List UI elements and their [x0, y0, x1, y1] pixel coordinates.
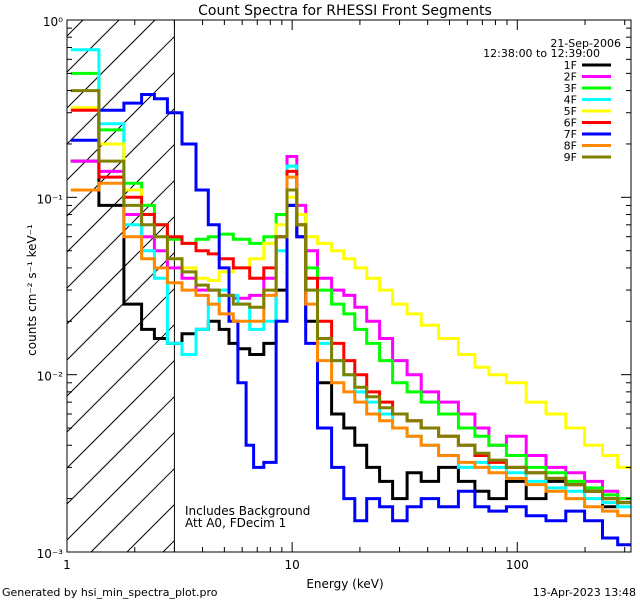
legend-label-2F: 2F [564, 71, 577, 84]
y-tick-label: 10⁻¹ [37, 192, 64, 206]
plot-frame [66, 19, 632, 553]
legend-label-7F: 7F [564, 128, 577, 141]
x-axis-label: Energy (keV) [306, 577, 383, 591]
y-tick-label: 10⁻³ [37, 547, 64, 561]
series-lines [70, 48, 631, 547]
legend-label-8F: 8F [564, 140, 577, 153]
annotation-attenuator: Att A0, FDecim 1 [185, 516, 286, 530]
legend-label-1F: 1F [564, 59, 577, 72]
chart-title: Count Spectra for RHESSI Front Segments [198, 3, 492, 19]
y-axis-label: counts cm⁻² s⁻¹ keV⁻¹ [25, 224, 39, 356]
hatch-line [66, 180, 175, 289]
hatch-line [66, 36, 175, 145]
axis-ticks: 1 10 100 10⁰ 10⁻¹ 10⁻² 10⁻³ [37, 15, 631, 572]
legend-label-6F: 6F [564, 117, 577, 130]
hatch-line [66, 19, 84, 37]
series-line-5F [70, 106, 631, 469]
hatch-line [126, 504, 175, 553]
hatch-line [66, 72, 175, 181]
hatch-line [162, 540, 175, 553]
series-line-6F [70, 108, 631, 505]
series-line-3F [70, 71, 631, 501]
hatch-line [66, 324, 175, 433]
x-tick-label: 100 [506, 558, 529, 572]
footer-generated-by: Generated by hsi_min_spectra_plot.pro [2, 586, 218, 599]
hatch-line [66, 252, 175, 361]
series-line-1F [70, 159, 631, 509]
date-label: 21-Sep-2006 [550, 37, 621, 50]
y-tick-label: 10⁻² [37, 370, 64, 384]
legend-label-3F: 3F [564, 82, 577, 95]
legend-label-9F: 9F [564, 151, 577, 164]
x-tick-label: 1 [63, 558, 71, 572]
hatch-line [66, 360, 175, 469]
hatch-line [90, 468, 175, 553]
series-line-8F [70, 175, 631, 518]
time-range-label: 12:38:00 to 12:39:00 [483, 47, 600, 60]
hatch-line [66, 288, 175, 397]
series-line-9F [70, 89, 631, 505]
y-tick-label: 10⁰ [43, 15, 63, 29]
annotation-background: Includes Background [185, 504, 310, 518]
hatch-line [66, 432, 175, 541]
hatch-line [66, 19, 120, 73]
x-tick-label: 10 [284, 558, 299, 572]
legend-label-4F: 4F [564, 94, 577, 107]
series-line-4F [70, 48, 631, 509]
hatch-line [66, 396, 175, 505]
hatch-line [66, 19, 156, 109]
hatch-line [66, 144, 175, 253]
series-line-2F [70, 155, 631, 501]
hatch-line [66, 216, 175, 325]
footer-timestamp: 13-Apr-2023 13:48 [533, 586, 636, 599]
legend-label-5F: 5F [564, 105, 577, 118]
series-line-7F [70, 93, 631, 547]
